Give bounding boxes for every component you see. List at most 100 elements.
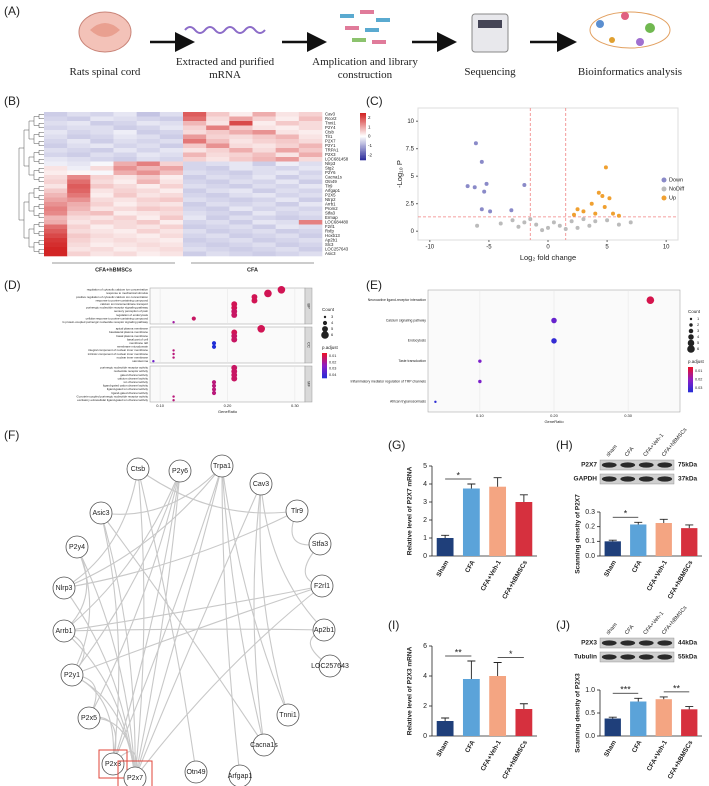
x-tick-label: CFA+Veh-1: [646, 559, 669, 592]
colorbar-step: [360, 118, 366, 121]
heatmap-cell: [206, 143, 230, 149]
point: [572, 212, 576, 217]
heatmap-cell: [136, 130, 161, 135]
lane-label: sham: [605, 622, 619, 636]
network-edge: [63, 628, 325, 632]
row-label: LOC684480: [325, 219, 349, 224]
y-tick-label: 4: [423, 481, 427, 488]
bioinfo-icon: [589, 11, 671, 49]
heatmap-cell: [159, 112, 184, 117]
error-bar: [441, 534, 450, 538]
heatmap-cell: [298, 251, 323, 257]
heatmap-cell: [252, 157, 276, 162]
point: [546, 225, 550, 230]
colorbar-step: [322, 353, 327, 355]
colorbar-step: [322, 361, 327, 364]
node-label: Asic3: [92, 510, 109, 517]
heatmap-cell: [90, 143, 114, 149]
heatmap-cell: [183, 125, 207, 131]
network-edge: [63, 470, 181, 632]
heatmap-cell: [159, 184, 184, 189]
band-name: GAPDH: [574, 476, 598, 483]
heatmap-cell: [275, 197, 300, 203]
colorbar-step: [322, 359, 327, 361]
bar: [462, 488, 480, 556]
heatmap-cell: [113, 206, 137, 212]
point: [575, 207, 580, 212]
heatmap-cell: [44, 166, 68, 171]
heatmap-cell: [275, 242, 300, 248]
heatmap-cell: [206, 188, 230, 194]
heatmap-cell: [275, 112, 300, 117]
colorbar-tick: 0.04: [329, 373, 336, 377]
heatmap-cell: [67, 184, 91, 189]
heatmap-cell: [136, 206, 161, 212]
heatmap-cell: [159, 175, 184, 180]
row-label: Rcor2: [325, 116, 337, 121]
heatmap-cell: [90, 247, 114, 252]
colorbar-step: [322, 371, 327, 374]
sig-label: *: [624, 509, 628, 519]
colorbar-tick: 2: [368, 115, 371, 120]
y-tick-label: 4: [423, 673, 427, 680]
network-node: [65, 535, 89, 559]
point: [498, 221, 503, 226]
point: [475, 223, 480, 228]
network-node: [310, 574, 334, 598]
dot: [172, 352, 175, 356]
network-edge: [134, 470, 181, 779]
point: [465, 184, 470, 189]
dot: [251, 297, 258, 304]
heatmap-cell: [136, 143, 161, 149]
x-tick-label: -10: [425, 245, 434, 251]
point: [605, 218, 610, 223]
heatmap-cell: [252, 229, 276, 234]
row-label: P2X7: [325, 138, 336, 143]
panel-label: (G): [388, 438, 405, 452]
node-label: Arrb1: [55, 628, 72, 635]
dendrogram: [38, 240, 44, 245]
heatmap-cell: [44, 148, 68, 153]
heatmap-cell: [183, 166, 207, 171]
heatmap-cell: [183, 233, 207, 239]
heatmap-cell: [136, 238, 161, 243]
network-edge: [221, 465, 265, 746]
dot: [551, 338, 557, 344]
heatmap-cell: [206, 161, 230, 167]
heatmap-cell: [159, 206, 184, 212]
term-label: nuclear inner membrane: [117, 355, 149, 359]
term-label: regulation of endocytosis: [116, 313, 149, 317]
heatmap-cell: [159, 211, 184, 216]
dot: [152, 360, 155, 363]
network-edge: [221, 465, 289, 716]
y-tick-label: 0: [411, 229, 415, 235]
heatmap-cell: [159, 220, 184, 225]
x-tick-label: CFA+Veh-1: [480, 739, 503, 772]
heatmap-cell: [113, 179, 137, 185]
heatmap-cell: [206, 112, 230, 117]
term-label: African trypanosomiasis: [390, 400, 426, 404]
heatmap-cell: [113, 229, 137, 234]
heatmap-cell: [67, 202, 91, 207]
group-label: CFA+hBMSCs: [95, 267, 132, 273]
heatmap-cell: [183, 206, 207, 212]
dot: [257, 325, 265, 333]
network-edge: [112, 470, 181, 765]
heatmap-cell: [298, 206, 323, 212]
heatmap-cell: [44, 116, 68, 122]
point: [600, 194, 605, 198]
dot: [231, 375, 238, 382]
blot-strip: [599, 651, 675, 663]
heatmap-cell: [206, 130, 230, 135]
heatmap-cell: [113, 134, 137, 140]
term-label: cellular response to purine-containing c…: [86, 316, 149, 320]
heatmap-cell: [183, 251, 207, 257]
row-label: P2X3: [325, 152, 336, 157]
colorbar-step: [688, 390, 693, 393]
workflow-step: Amplication and library construction: [312, 56, 418, 81]
heatmap-cell: [44, 220, 68, 225]
heatmap-cell: [229, 211, 253, 216]
heatmap-cell: [113, 116, 137, 122]
x-tick-label: 0.30: [624, 413, 633, 418]
dot: [551, 317, 557, 324]
